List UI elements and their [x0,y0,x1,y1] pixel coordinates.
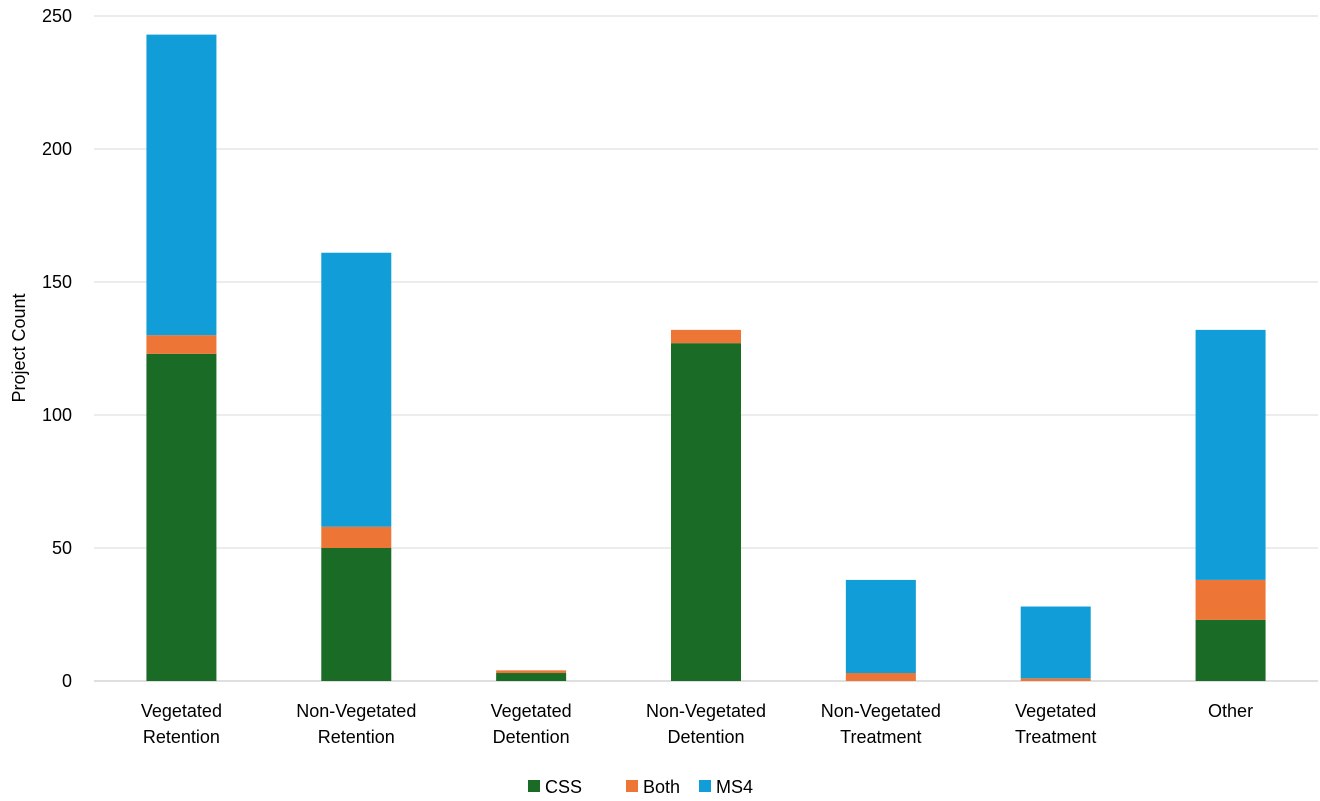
legend-swatch-both [626,780,638,792]
y-tick-label: 100 [42,405,72,425]
legend: CSS Both MS4 [528,777,753,797]
x-tick-label-line: Detention [493,727,570,747]
legend-swatch-css [528,780,540,792]
bar-ms4 [1195,329,1266,580]
bar-ms4 [321,252,392,527]
bar-css [671,343,741,681]
x-tick-label-line: Treatment [840,727,921,747]
y-tick-label: 200 [42,139,72,159]
y-tick-label: 50 [52,538,72,558]
bar-css [146,353,217,681]
bar-css [496,673,567,681]
legend-label-css: CSS [545,777,582,797]
bar-both [1195,579,1266,620]
x-tick-label: Non-Vegetated Retention [296,701,416,747]
x-tick-label: Other [1208,701,1253,721]
x-tick-label-line: Vegetated [141,701,222,721]
bar-both [845,673,916,681]
bar-css [321,548,392,681]
bar-ms4 [845,579,916,674]
x-tick-label: Vegetated Retention [141,701,222,747]
bar-both [321,526,392,548]
x-tick-label: Vegetated Detention [491,701,572,747]
legend-swatch-ms4 [699,780,711,792]
bar-both [496,670,567,674]
x-tick-label: Vegetated Treatment [1015,701,1096,747]
bar-ms4 [1020,606,1091,679]
y-tick-label: 150 [42,272,72,292]
bar-both [1020,678,1091,681]
x-tick-label-line: Treatment [1015,727,1096,747]
x-tick-label-line: Other [1208,701,1253,721]
bars [146,34,1266,681]
y-tick-label: 0 [62,671,72,691]
x-tick-label-line: Non-Vegetated [646,701,766,721]
y-axis-title: Project Count [9,293,29,402]
x-tick-label-line: Non-Vegetated [821,701,941,721]
x-tick-label-line: Detention [667,727,744,747]
x-tick-label-line: Retention [318,727,395,747]
bar-css [1195,619,1266,681]
legend-label-both: Both [643,777,680,797]
bar-both [146,335,217,354]
bar-both [671,329,741,344]
x-tick-label-line: Vegetated [491,701,572,721]
axes: Project Count 0 50 100 150 200 250 Vegetated Re… [9,6,1253,747]
y-tick-label: 250 [42,6,72,26]
x-tick-label: Non-Vegetated Treatment [821,701,941,747]
x-tick-label-line: Retention [143,727,220,747]
x-tick-label-line: Non-Vegetated [296,701,416,721]
bar-ms4 [146,34,217,336]
x-tick-label-line: Vegetated [1015,701,1096,721]
legend-label-ms4: MS4 [716,777,753,797]
x-tick-label: Non-Vegetated Detention [646,701,766,747]
